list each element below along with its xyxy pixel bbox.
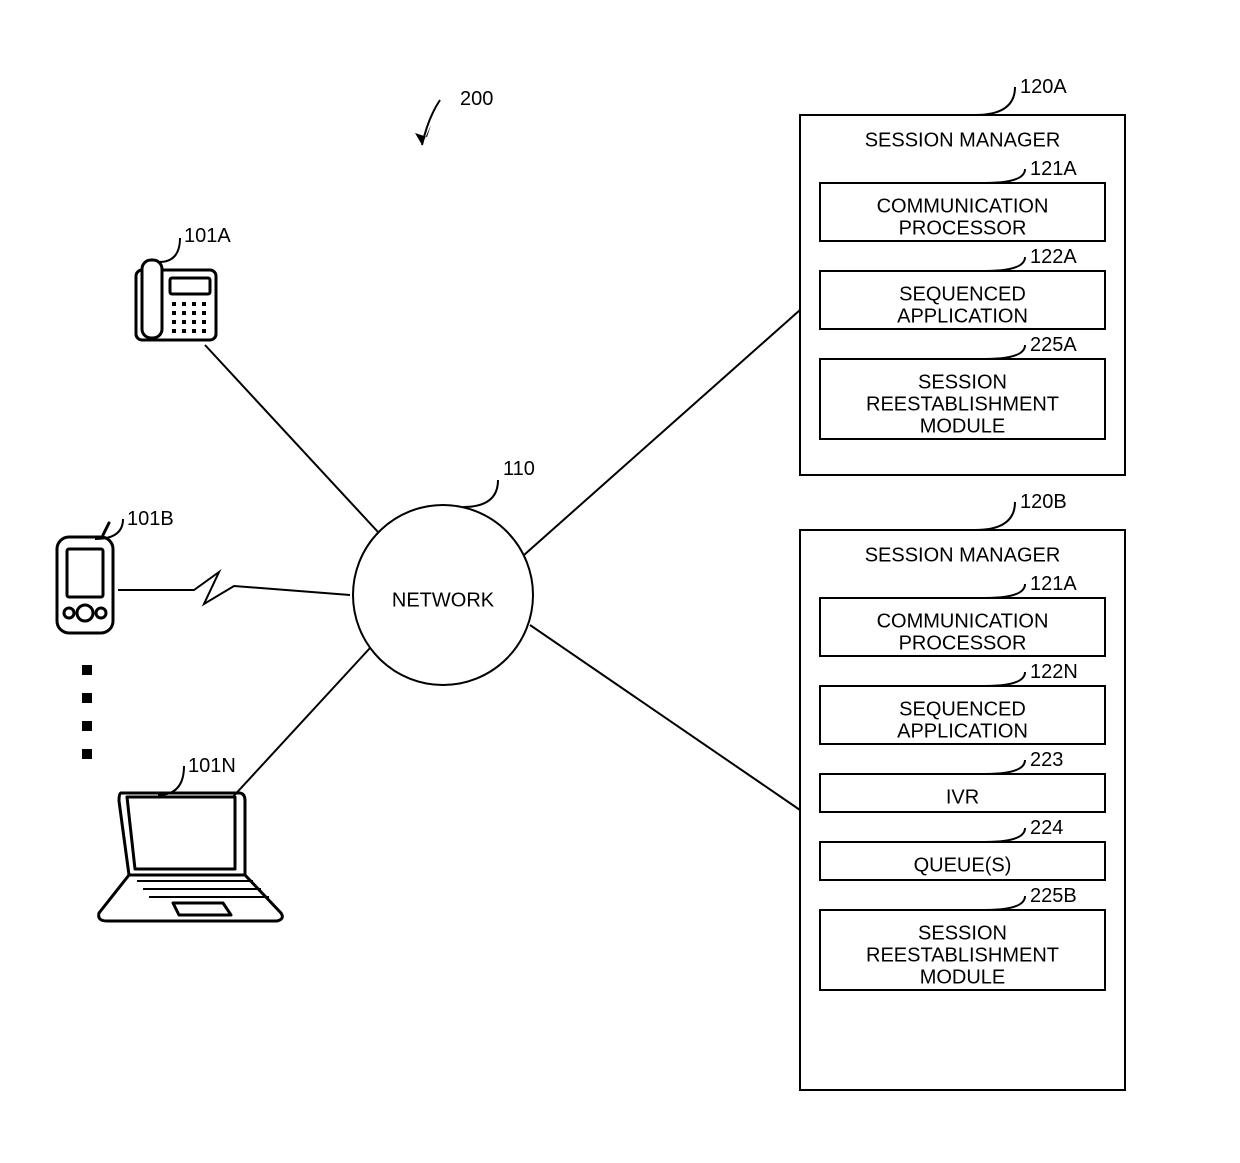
svg-text:REESTABLISHMENT: REESTABLISHMENT <box>866 393 1059 415</box>
svg-text:225A: 225A <box>1030 334 1077 356</box>
svg-text:SESSION: SESSION <box>918 922 1007 944</box>
svg-text:120A: 120A <box>1020 76 1067 98</box>
svg-text:223: 223 <box>1030 749 1063 771</box>
svg-text:224: 224 <box>1030 817 1063 839</box>
svg-text:MODULE: MODULE <box>920 415 1006 437</box>
svg-text:101A: 101A <box>184 225 231 247</box>
svg-text:101B: 101B <box>127 508 174 530</box>
svg-text:REESTABLISHMENT: REESTABLISHMENT <box>866 944 1059 966</box>
svg-text:121A: 121A <box>1030 158 1077 180</box>
svg-text:122N: 122N <box>1030 661 1078 683</box>
svg-text:IVR: IVR <box>946 786 979 808</box>
svg-text:SESSION MANAGER: SESSION MANAGER <box>865 129 1061 151</box>
svg-text:122A: 122A <box>1030 246 1077 268</box>
svg-text:SEQUENCED: SEQUENCED <box>899 283 1026 305</box>
svg-text:110: 110 <box>503 458 535 480</box>
svg-text:APPLICATION: APPLICATION <box>897 305 1028 327</box>
svg-text:PROCESSOR: PROCESSOR <box>899 632 1027 654</box>
svg-text:101N: 101N <box>188 755 236 777</box>
svg-text:SEQUENCED: SEQUENCED <box>899 698 1026 720</box>
svg-text:SESSION MANAGER: SESSION MANAGER <box>865 544 1061 566</box>
svg-text:120B: 120B <box>1020 491 1067 513</box>
svg-text:COMMUNICATION: COMMUNICATION <box>877 195 1049 217</box>
svg-text:NETWORK: NETWORK <box>392 589 495 611</box>
svg-text:200: 200 <box>460 88 493 110</box>
svg-text:PROCESSOR: PROCESSOR <box>899 217 1027 239</box>
svg-text:QUEUE(S): QUEUE(S) <box>914 854 1012 876</box>
svg-text:SESSION: SESSION <box>918 371 1007 393</box>
svg-text:APPLICATION: APPLICATION <box>897 720 1028 742</box>
svg-text:MODULE: MODULE <box>920 966 1006 988</box>
svg-text:121A: 121A <box>1030 573 1077 595</box>
svg-text:225B: 225B <box>1030 885 1077 907</box>
svg-text:COMMUNICATION: COMMUNICATION <box>877 610 1049 632</box>
